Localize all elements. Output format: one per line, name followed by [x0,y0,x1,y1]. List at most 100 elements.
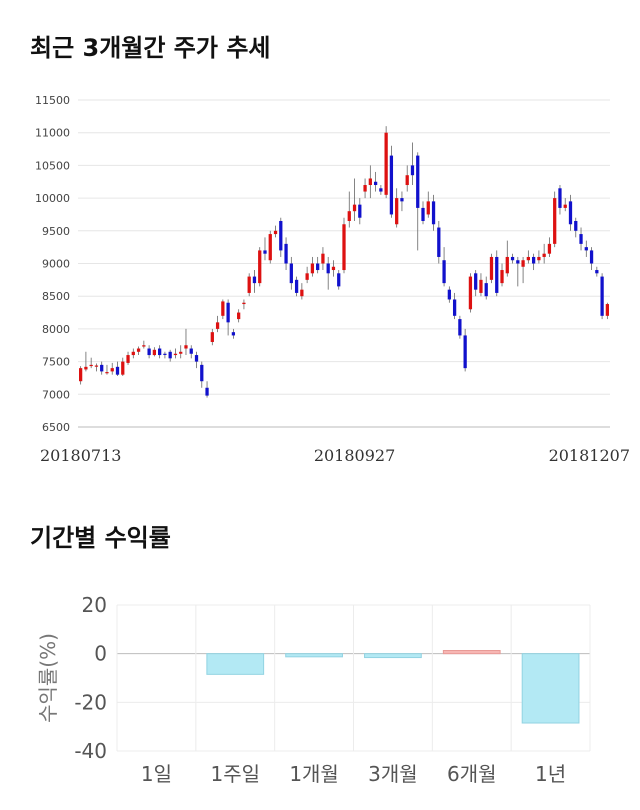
candle-body [553,198,557,244]
y-tick-label: 8500 [42,290,70,303]
candle-body [168,351,172,359]
candle-body [447,289,451,300]
candle-body [563,204,567,208]
y-tick-label: 10500 [35,159,70,172]
candle-body [279,220,283,251]
return-chart-title: 기간별 수익률 [30,524,171,552]
candle-body [268,234,272,261]
candle-body [300,289,304,297]
candle-body [542,253,546,257]
candle-body [321,253,325,264]
category-label: 1일 [141,762,172,786]
return-bar-chart: 20 0 -20 -40 1일 1주일 1개월 3개월 6개월 1년 수익률(%) [36,593,591,786]
y-tick-label: 8000 [42,323,70,336]
candle-body [521,260,525,267]
candle-body [226,302,230,323]
candle-body [194,355,199,362]
candle-body [526,256,530,261]
candle-body [184,345,188,349]
candle-body [326,263,330,274]
candle-body [294,279,299,293]
candle-body [105,372,109,374]
candle-body [600,276,604,316]
candle-body [395,198,399,225]
candle-body [215,322,220,329]
candle-body [205,387,209,396]
x-tick-label: 20180713 [40,446,121,465]
category-label: 3개월 [368,762,418,786]
candle-body [363,185,367,192]
candle-body [252,276,257,284]
candle-body [495,256,499,293]
candle-body [273,230,278,235]
y-tick-label: -40 [74,739,107,763]
y-tick-label: 11000 [35,127,70,140]
candle-body [389,155,394,215]
candle-body [589,250,594,264]
y-tick-label: 7500 [42,356,70,369]
candle-body [463,335,467,369]
candle-body [595,270,599,274]
candle-body [358,204,362,218]
candle-body [405,175,409,186]
candle-body [579,234,583,244]
candle-body [342,224,346,271]
candle-body [110,368,114,372]
y-tick-label: 10000 [35,192,70,205]
candle-body [510,256,515,261]
candle-body [384,132,388,195]
candle-body [474,273,478,290]
y-tick-label: 20 [82,593,107,617]
y-tick-label: 9000 [42,258,70,271]
candle-body [84,366,88,370]
candle-body [316,263,320,271]
candle-body [537,256,541,261]
candle-body [126,355,130,363]
category-label: 1년 [535,762,566,786]
candle-body [431,201,436,225]
candle-body [152,349,157,356]
candle-body [289,263,293,284]
y-tick-label: 9500 [42,225,70,238]
candle-body [158,348,162,356]
category-label: 1개월 [289,762,339,786]
return-bar [285,653,343,658]
candle-body [305,273,309,280]
candle-body [558,188,562,208]
candle-body [574,220,578,231]
candle-body [452,299,457,316]
candle-body [231,332,236,336]
candlestick-chart: 6500 7000 7500 8000 8500 9000 9500 10000 10500 11… [35,94,630,465]
y-axis-label: 수익률(%) [36,633,60,723]
candle-body [200,364,204,382]
candle-body [516,260,520,264]
candle-body [136,348,141,352]
price-chart-title: 최근 3개월간 주가 추세 [30,34,271,62]
candle-body [379,188,383,192]
candle-body [479,279,483,293]
x-tick-label: 20180927 [314,446,395,465]
candle-body [242,302,246,305]
return-bar [364,653,422,659]
candle-body [421,207,425,221]
candle-body [131,351,135,356]
candle-body [163,353,167,355]
candle-body [505,256,509,274]
candle-body [410,165,415,176]
candle-body [142,345,146,347]
y-tick-label: 0 [94,642,107,666]
candle-body [89,364,93,367]
return-bar [442,650,501,655]
candle-body [331,266,336,271]
candle-body [489,256,494,280]
candle-body [484,283,488,297]
candle-body [94,365,99,367]
candle-body [468,276,473,310]
candle-body [237,312,241,320]
y-tick-label: 7000 [42,388,70,401]
candle-body [458,319,462,336]
return-bar [206,653,265,675]
candle-body [352,204,357,212]
candle-body [368,178,372,186]
candle-body [373,181,378,186]
